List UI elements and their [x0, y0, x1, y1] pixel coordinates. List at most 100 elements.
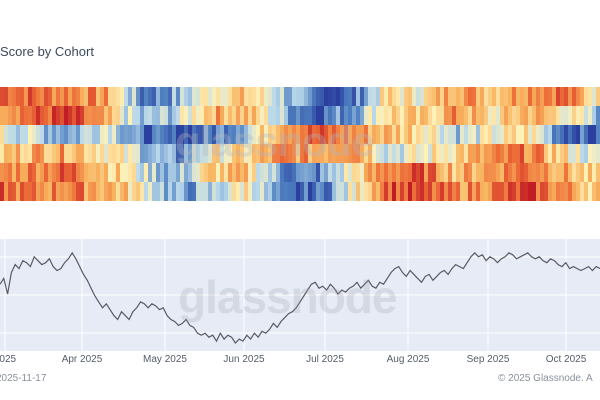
heatmap-cell	[236, 87, 241, 107]
heatmap-cell	[448, 106, 453, 126]
heatmap-cell	[64, 182, 69, 201]
heatmap-cell	[376, 125, 381, 145]
heatmap-cell	[540, 106, 545, 126]
heatmap-cell	[180, 87, 185, 107]
heatmap-cell	[108, 106, 113, 126]
heatmap-cell	[68, 106, 73, 126]
heatmap-cell	[380, 87, 385, 107]
heatmap-cell	[436, 182, 441, 201]
heatmap-cell	[160, 144, 165, 164]
heatmap-cell	[400, 87, 405, 107]
heatmap-cell	[380, 106, 385, 126]
heatmap-cell	[372, 163, 377, 183]
heatmap-cell	[124, 182, 129, 201]
heatmap-cell	[548, 163, 553, 183]
heatmap-cell	[356, 106, 361, 126]
heatmap-cell	[368, 163, 373, 183]
heatmap-cell	[316, 182, 321, 201]
heatmap-cell	[148, 106, 153, 126]
x-tick-label: 2025	[0, 354, 17, 365]
heatmap-cell	[404, 144, 409, 164]
heatmap-cell	[536, 182, 541, 201]
heatmap-cell	[32, 125, 37, 145]
heatmap-cell	[96, 163, 101, 183]
heatmap-cell	[352, 106, 357, 126]
heatmap-cell	[152, 163, 157, 183]
heatmap-cell	[500, 144, 505, 164]
heatmap-cell	[432, 106, 437, 126]
heatmap-cell	[512, 163, 517, 183]
heatmap-cell	[16, 182, 21, 201]
heatmap-cell	[308, 87, 313, 107]
heatmap-cell	[276, 163, 281, 183]
heatmap-cell	[584, 106, 589, 126]
heatmap-cell	[72, 163, 77, 183]
heatmap-cell	[24, 125, 29, 145]
heatmap-cell	[368, 87, 373, 107]
heatmap-cell	[32, 144, 37, 164]
heatmap-cell	[128, 106, 133, 126]
heatmap-cell	[568, 125, 573, 145]
heatmap-cell	[464, 87, 469, 107]
heatmap-cell	[196, 182, 201, 201]
heatmap-cell	[524, 106, 529, 126]
heatmap-cell	[308, 106, 313, 126]
heatmap-cell	[520, 106, 525, 126]
heatmap-cell	[24, 106, 29, 126]
heatmap-cell	[252, 144, 257, 164]
heatmap-cell	[280, 144, 285, 164]
heatmap-cell	[564, 144, 569, 164]
heatmap-cell	[120, 87, 125, 107]
heatmap-cell	[148, 125, 153, 145]
heatmap-cell	[92, 125, 97, 145]
heatmap-cell	[196, 144, 201, 164]
heatmap-cell	[552, 106, 557, 126]
heatmap-cell	[80, 163, 85, 183]
heatmap-cell	[152, 144, 157, 164]
heatmap-cell	[504, 125, 509, 145]
heatmap-cell	[28, 182, 33, 201]
heatmap-cell	[516, 144, 521, 164]
heatmap-cell	[140, 182, 145, 201]
heatmap-cell	[0, 144, 5, 164]
heatmap-cell	[256, 87, 261, 107]
heatmap-cell	[552, 182, 557, 201]
heatmap-cell	[124, 125, 129, 145]
heatmap-cell	[544, 87, 549, 107]
heatmap-cell	[436, 163, 441, 183]
heatmap-cell	[476, 182, 481, 201]
heatmap-cell	[592, 144, 597, 164]
heatmap-cell	[348, 163, 353, 183]
heatmap-cell	[292, 87, 297, 107]
heatmap-cell	[356, 163, 361, 183]
heatmap-cell	[512, 144, 517, 164]
heatmap-cell	[568, 87, 573, 107]
heatmap-cell	[220, 182, 225, 201]
heatmap-cell	[240, 182, 245, 201]
heatmap-cell	[148, 163, 153, 183]
heatmap-cell	[200, 144, 205, 164]
x-tick-label: Jun 2025	[223, 354, 265, 365]
heatmap-cell	[232, 163, 237, 183]
heatmap-cell	[328, 163, 333, 183]
heatmap-cell	[392, 106, 397, 126]
heatmap-cell	[340, 163, 345, 183]
heatmap-cell	[400, 163, 405, 183]
heatmap-cell	[188, 87, 193, 107]
heatmap-cell	[580, 182, 585, 201]
heatmap-cell	[240, 106, 245, 126]
heatmap-cell	[560, 163, 565, 183]
heatmap-cell	[216, 182, 221, 201]
heatmap-cell	[372, 144, 377, 164]
heatmap-cell	[484, 144, 489, 164]
heatmap-cell	[336, 125, 341, 145]
heatmap-cell	[120, 125, 125, 145]
heatmap-cell	[236, 125, 241, 145]
heatmap-cell	[264, 163, 269, 183]
heatmap-cell	[88, 163, 93, 183]
heatmap-cell	[208, 182, 213, 201]
heatmap-cell	[56, 182, 61, 201]
heatmap-cell	[276, 125, 281, 145]
heatmap-cell	[96, 182, 101, 201]
heatmap-cell	[8, 144, 13, 164]
